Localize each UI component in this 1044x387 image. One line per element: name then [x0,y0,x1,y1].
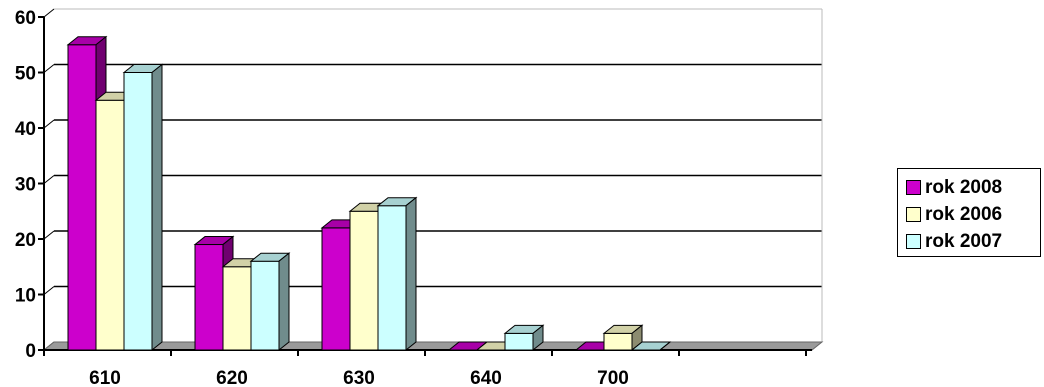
y-axis-tick-labels: 0 10 20 30 40 50 60 [15,8,36,362]
gridline-depth-connector [43,119,55,129]
bar-front [377,205,407,351]
legend-item-series-3: rok 2007 [906,228,1040,255]
bar-front [250,260,280,351]
bar-side [405,196,417,352]
x-axis-tick-label: 700 [597,368,629,387]
legend-swatch-series-2 [906,207,921,222]
bar-side [532,324,544,352]
legend-label-series-1: rok 2008 [925,176,1003,198]
y-axis-tick-label: 60 [15,8,36,29]
y-axis-tick-label: 10 [15,286,36,307]
y-axis-tick-label: 30 [15,175,36,196]
legend-swatch-series-3 [906,234,921,249]
bar [122,63,164,352]
bar-front [95,99,125,351]
y-axis-tick-label: 40 [15,119,36,140]
x-axis-tick-label: 620 [216,368,248,387]
bars [66,35,672,352]
legend-label-series-2: rok 2006 [925,203,1003,225]
gridline-depth-connector [43,230,55,240]
legend-swatch-series-1 [906,180,921,195]
gridline-depth-connector [43,175,55,184]
bar-front [123,72,153,351]
y-axis-tick-label: 50 [15,64,36,85]
bar [249,252,291,352]
bar-front [349,210,379,351]
y-axis-tick-label: 0 [25,341,36,362]
bar-front [67,44,97,351]
legend-item-series-1: rok 2008 [906,174,1040,201]
y-axis-tick-label: 20 [15,230,36,251]
x-axis-tick-label: 640 [470,368,502,387]
x-axis-tick-labels: 610 620 630 640 700 [89,368,629,387]
gridlines [43,8,823,351]
bar [503,324,545,352]
legend: rok 2008 rok 2006 rok 2007 [897,168,1041,257]
gridline-depth-connector [43,8,55,18]
bar-side [151,63,163,352]
gridline-depth-connector [43,64,55,73]
bar [376,196,418,352]
bar-front [194,244,224,351]
bar [602,324,644,352]
bar-side [278,252,290,352]
bar-front [504,332,534,351]
bar [630,341,672,351]
bar-front [222,266,252,351]
bar-front [321,227,351,351]
legend-label-series-3: rok 2007 [925,230,1003,252]
bar-front [603,332,633,351]
bar-side [659,341,671,351]
x-axis-tick-label: 630 [343,368,375,387]
x-axis-tick-label: 610 [89,368,121,387]
legend-item-series-2: rok 2006 [906,201,1040,228]
gridline-depth-connector [43,286,55,295]
